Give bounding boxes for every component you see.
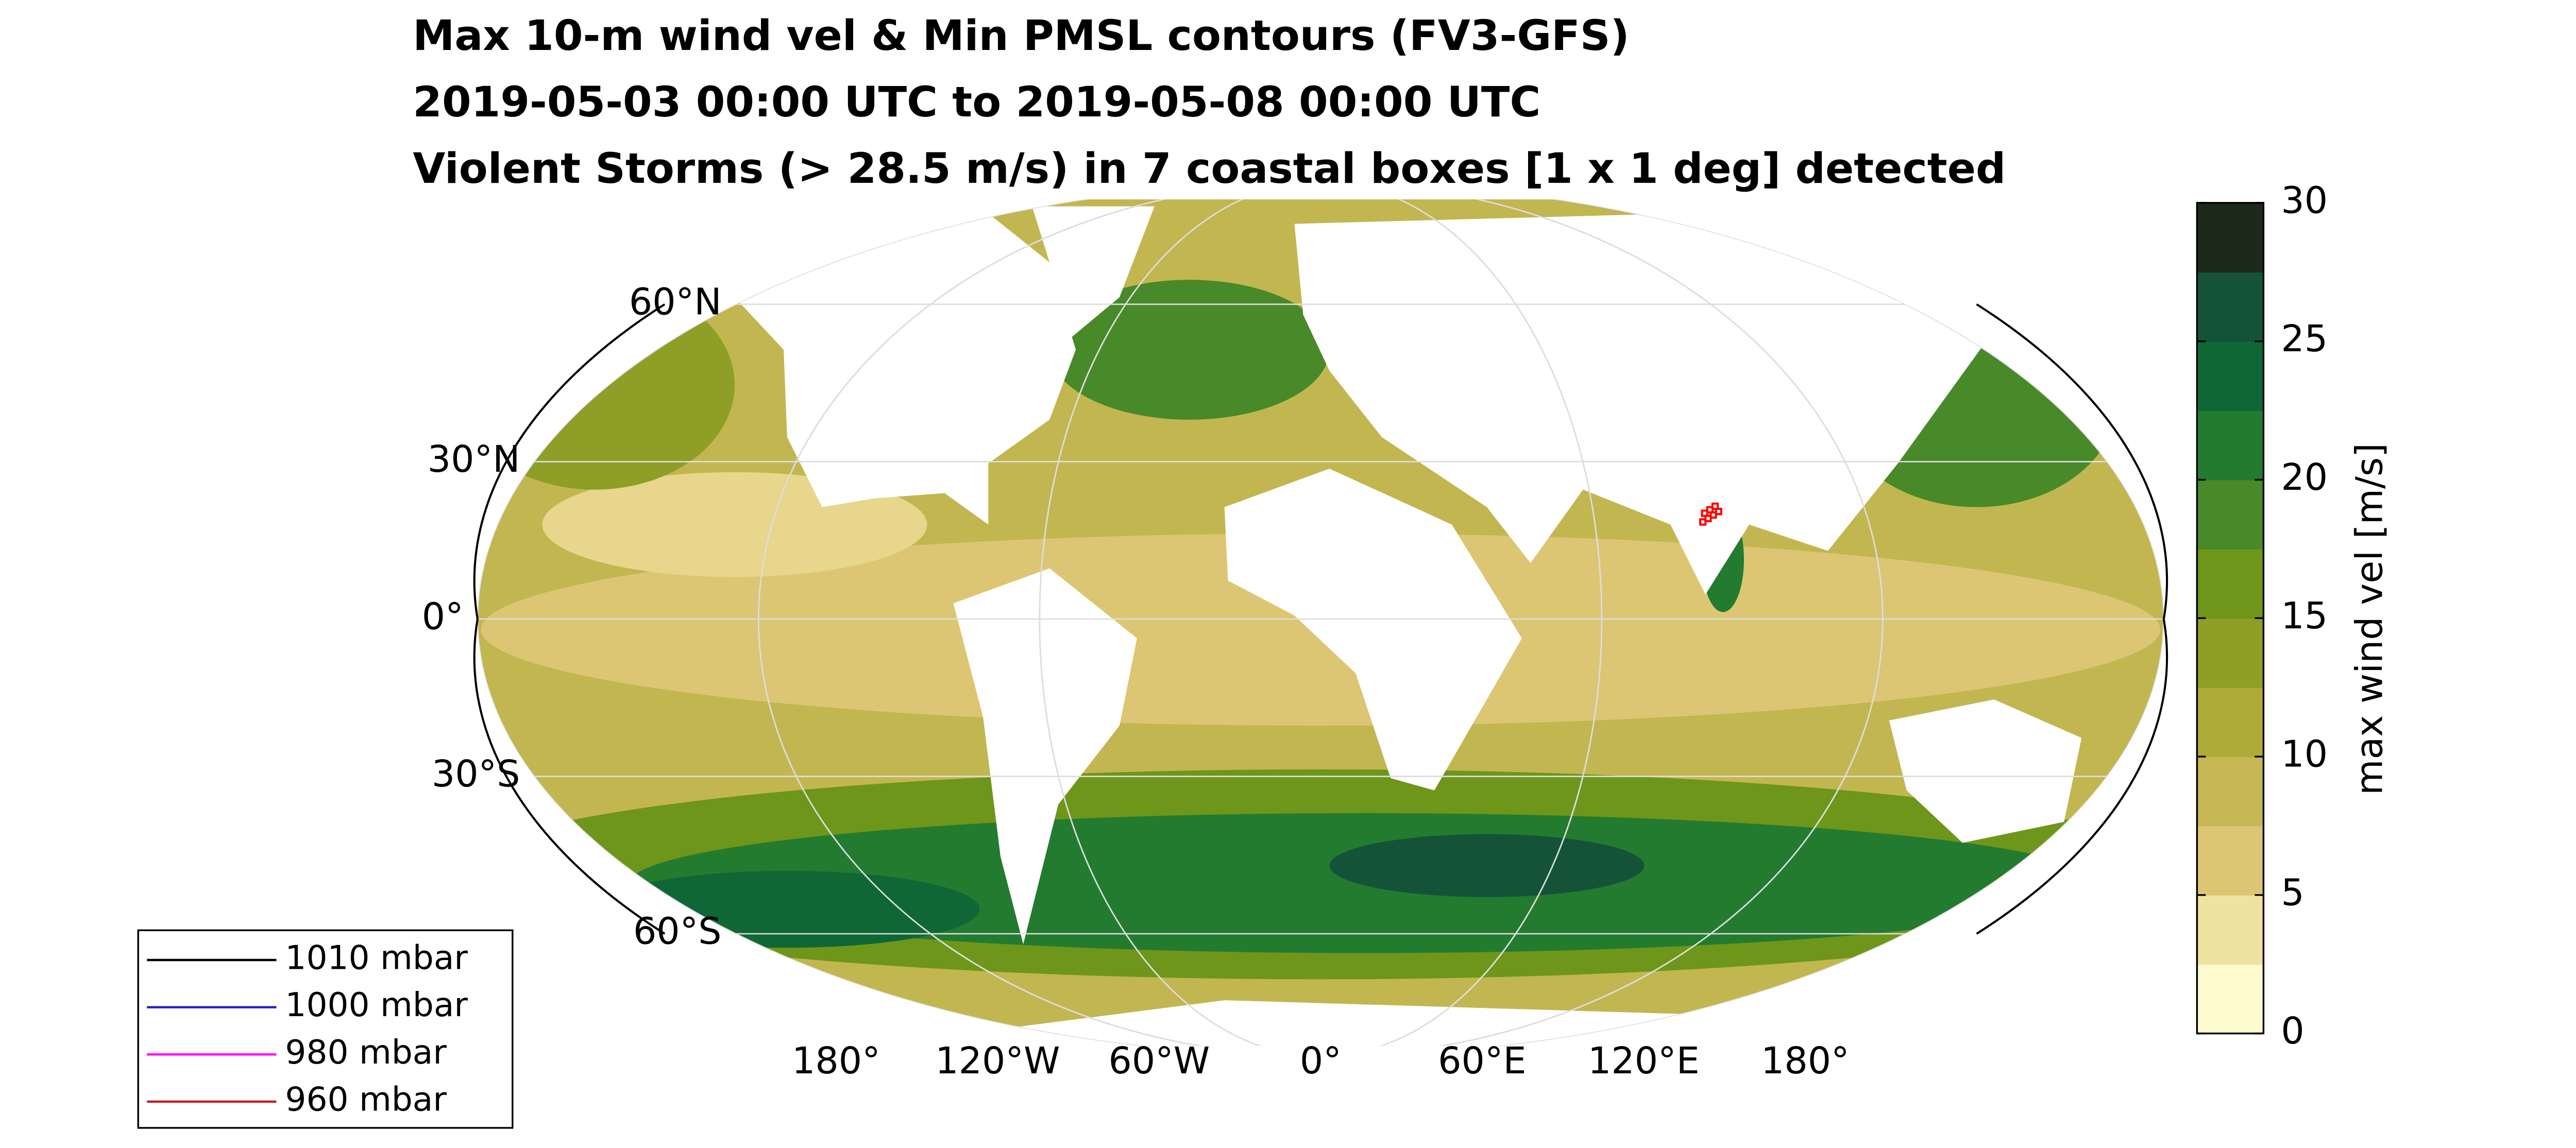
land	[1889, 699, 2082, 843]
land	[953, 568, 1137, 945]
lon-tick-label: 120°W	[935, 1039, 1060, 1082]
colorbar-band	[2197, 479, 2264, 550]
legend: 1010 mbar 1000 mbar 980 mbar 960 mbar	[147, 939, 468, 1119]
land	[734, 206, 1076, 525]
colorbar-band	[2197, 618, 2264, 688]
legend-label: 980 mbar	[285, 1033, 447, 1072]
title: Max 10-m wind vel & Min PMSL contours (F…	[413, 11, 1629, 60]
legend-label: 1010 mbar	[285, 939, 468, 978]
grid-line	[758, 199, 1884, 1046]
lat-tick-label: 60°S	[633, 910, 722, 953]
lat-tick-label: 30°N	[428, 438, 520, 481]
colorbar-tick-label: 0	[2281, 1009, 2304, 1052]
colorbar-band	[2197, 202, 2264, 273]
lon-tick-label: 180°	[1761, 1039, 1850, 1082]
land	[1224, 468, 1522, 791]
graticule	[477, 199, 2164, 1046]
colorbar-tick-label: 5	[2281, 871, 2304, 914]
colorbar-tick-label: 10	[2281, 733, 2328, 776]
colorbar-band	[2197, 895, 2264, 965]
colorbar-band	[2197, 341, 2264, 412]
land	[1294, 206, 2012, 595]
lat-tick-label: 30°S	[432, 752, 520, 795]
colorbar-band	[2197, 757, 2264, 827]
subtitle: 2019-05-03 00:00 UTC to 2019-05-08 00:00…	[413, 78, 1540, 127]
colorbar-band	[2197, 964, 2264, 1034]
legend-label: 960 mbar	[285, 1081, 447, 1119]
colorbar-tick-label: 25	[2281, 317, 2328, 360]
map-border	[473, 303, 2168, 935]
colorbar-band	[2197, 687, 2264, 758]
grid-line	[1039, 199, 1603, 1046]
legend-box	[137, 929, 514, 1129]
lat-tick-label: 0°	[422, 595, 464, 638]
colorbar-tick-label: 30	[2281, 179, 2328, 221]
colorbar-band	[2197, 410, 2264, 481]
lat-tick-label: 60°N	[629, 280, 722, 323]
colorbar-tick-label: 20	[2281, 456, 2328, 499]
lon-tick-label: 0°	[1300, 1039, 1342, 1082]
legend-label: 1000 mbar	[285, 986, 468, 1024]
lon-tick-label: 60°W	[1108, 1039, 1210, 1082]
lon-tick-label: 180°	[792, 1039, 880, 1082]
colorbar: 0 5 10 15 20 25 30	[2196, 179, 2328, 1052]
colorbar-band	[2197, 826, 2264, 896]
lon-tick-label: 120°E	[1588, 1039, 1700, 1082]
wind-field	[1329, 834, 1645, 897]
subtitle: Violent Storms (> 28.5 m/s) in 7 coastal…	[413, 144, 2006, 193]
land	[1032, 206, 1155, 341]
storm-boxes	[1699, 502, 1722, 526]
colorbar-band	[2197, 272, 2264, 342]
colorbar-band	[2197, 549, 2264, 619]
colorbar-tick-label: 15	[2281, 594, 2328, 637]
lon-tick-label: 60°E	[1438, 1039, 1526, 1082]
colorbar-label: max wind vel [m/s]	[2348, 443, 2391, 795]
